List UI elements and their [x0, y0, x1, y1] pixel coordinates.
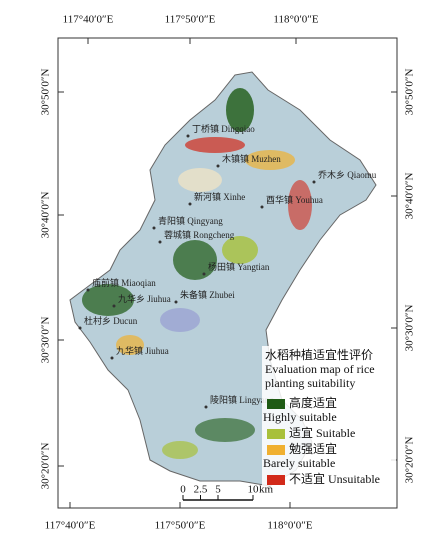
town-label: 陵阳镇 Lingyang: [210, 394, 274, 405]
patch: [185, 137, 245, 153]
patch: [162, 441, 198, 459]
town-point: [188, 202, 192, 206]
town-label: 庙前镇 Miaoqian: [92, 277, 156, 288]
patch: [173, 240, 217, 280]
patch: [82, 284, 134, 316]
patch: [245, 150, 295, 170]
town-point: [260, 205, 264, 209]
legend-label: Highly suitable: [263, 410, 337, 424]
legend-label: Barely suitable: [263, 456, 335, 470]
legend-label: 高度适宜: [289, 395, 337, 410]
scale-label: 10: [248, 484, 260, 496]
town-label: 新河镇 Xinhe: [194, 191, 245, 202]
patch: [226, 88, 254, 132]
county-area: [69, 71, 377, 487]
left-coord-label: 30°40′0″N: [40, 192, 52, 239]
town-label: 酉华镇 Youhua: [266, 194, 323, 205]
legend-label: 适宜 Suitable: [289, 425, 355, 440]
town-label: 杨田镇 Yangtian: [208, 261, 270, 272]
scale-unit: km: [259, 484, 274, 496]
patch: [160, 308, 200, 332]
legend-swatch: [267, 445, 285, 455]
top-coord-label: 118°0′0″E: [273, 14, 318, 26]
town-point: [158, 240, 162, 244]
town-label: 木镇镇 Muzhen: [222, 153, 281, 164]
right-coord-label: 30°40′0″N: [404, 173, 416, 220]
suitability-patches: [82, 88, 312, 459]
town-point: [202, 272, 206, 276]
left-coord-label: 30°30′0″N: [40, 317, 52, 364]
patch: [178, 168, 222, 192]
scale-label: 5: [215, 484, 221, 496]
town-label: 蓉城镇 Rongcheng: [164, 229, 235, 240]
top-coord-label: 117°40′0″E: [63, 14, 114, 26]
town-point: [152, 226, 156, 230]
town-point: [112, 304, 116, 308]
patch: [195, 418, 255, 442]
right-coord-label: 30°50′0″N: [404, 69, 416, 116]
top-coord-label: 117°50′0″E: [165, 14, 216, 26]
bottom-coord-label: 118°0′0″E: [267, 520, 312, 532]
legend-swatch: [267, 399, 285, 409]
town-point: [186, 134, 190, 138]
bottom-coord-label: 117°50′0″E: [155, 520, 206, 532]
legend-swatch: [267, 429, 285, 439]
scale-label: 0: [180, 484, 186, 496]
town-point: [86, 288, 90, 292]
bottom-coord-label: 117°40′0″E: [45, 520, 96, 532]
patch: [222, 236, 258, 264]
town-label: 乔木乡 Qiaomu: [318, 169, 377, 180]
town-point: [204, 405, 208, 409]
town-point: [312, 180, 316, 184]
town-label: 九华镇 Jiuhua: [116, 345, 169, 356]
patch: [288, 180, 312, 230]
town-label: 杜村乡 Ducun: [84, 315, 138, 326]
town-point: [78, 326, 82, 330]
legend-swatch: [267, 475, 285, 485]
town-point: [174, 300, 178, 304]
legend-title: planting suitability: [265, 376, 355, 390]
legend-title: 水稻种植适宜性评价: [265, 347, 373, 362]
legend-label: 不适宜 Unsuitable: [289, 471, 380, 486]
scale-label: 2.5: [194, 484, 208, 496]
legend-title: Evaluation map of rice: [265, 362, 375, 376]
town-label: 九华乡 Jiuhua: [118, 293, 171, 304]
left-coord-label: 30°20′0″N: [40, 443, 52, 490]
patch: [116, 335, 144, 355]
town-label: 青阳镇 Qingyang: [158, 215, 223, 226]
right-coord-label: 30°30′0″N: [404, 305, 416, 352]
town-label: 朱备镇 Zhubei: [180, 289, 235, 300]
left-coord-label: 30°50′0″N: [40, 69, 52, 116]
right-coord-label: 30°20′0″N: [404, 437, 416, 484]
town-point: [216, 164, 220, 168]
town-point: [110, 356, 114, 360]
legend-background: [262, 346, 396, 486]
town-label: 丁桥镇 Dingqiao: [192, 123, 255, 134]
legend-label: 勉强适宜: [289, 441, 337, 456]
